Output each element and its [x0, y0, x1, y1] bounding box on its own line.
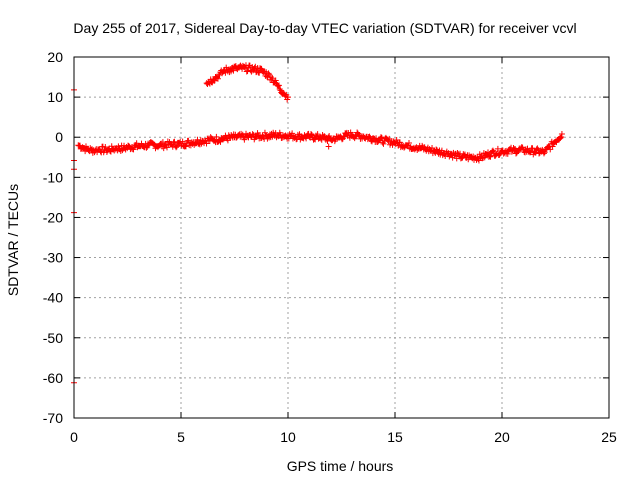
data-point-hump [265, 70, 272, 77]
y-tick-label: 10 [47, 89, 63, 105]
data-point-hump [275, 82, 282, 89]
data-point-main [558, 131, 565, 138]
data-point-main [97, 148, 104, 155]
y-tick-label: -40 [43, 290, 63, 306]
data-point-main [396, 139, 403, 146]
y-tick-label: -60 [43, 370, 63, 386]
data-point-main [308, 131, 315, 138]
x-tick-labels: 0 5 10 15 20 25 [70, 429, 617, 445]
data-point-main [504, 150, 511, 157]
data-point-main [108, 143, 115, 150]
y-tick-label: -30 [43, 250, 63, 266]
y-tick-labels: 20 10 0 -10 -20 -30 -40 -50 -60 -70 [43, 49, 63, 426]
y-tick-label: -50 [43, 330, 63, 346]
data-point-hump [272, 77, 279, 84]
data-point-main [378, 134, 385, 141]
x-tick-label: 0 [70, 429, 78, 445]
data-point-main [489, 147, 496, 154]
data-point-main [182, 143, 189, 150]
grid [74, 57, 609, 418]
data-point-hump [256, 69, 263, 76]
data-point-main [541, 149, 548, 156]
data-point-hump [214, 75, 221, 82]
x-tick-label: 10 [280, 429, 296, 445]
data-point-hump [285, 94, 291, 101]
data-point-main [487, 153, 494, 160]
plot-frame [73, 56, 610, 419]
data-point-main [557, 134, 564, 141]
x-tick-label: 5 [177, 429, 185, 445]
data-point-main [405, 140, 412, 147]
data-point-main [171, 138, 178, 145]
data-point-main [380, 140, 387, 147]
data-point-outlier [325, 143, 332, 150]
data-point-main [203, 140, 210, 147]
data-point-main [241, 136, 248, 143]
y-tick-label: -20 [43, 209, 63, 225]
data-point-main [558, 133, 565, 140]
x-axis-label: GPS time / hours [287, 458, 394, 474]
x-tick-label: 15 [387, 429, 403, 445]
y-tick-label: -70 [43, 410, 63, 426]
x-tick-label: 25 [601, 429, 617, 445]
data-point-main [494, 145, 501, 152]
y-tick-label: 20 [47, 49, 63, 65]
data-point-hump [282, 93, 289, 100]
chart-title: Day 255 of 2017, Sidereal Day-to-day VTE… [73, 20, 576, 36]
y-axis-label: SDTVAR / TECUs [5, 184, 21, 296]
data-point-main [179, 138, 186, 145]
data-point-main [194, 136, 201, 143]
y-tick-label: -10 [43, 169, 63, 185]
data-point-main [308, 131, 315, 138]
data-point-main [366, 133, 373, 140]
data-point-main [289, 130, 296, 137]
data-point-main [173, 144, 180, 151]
data-point-hump [244, 68, 251, 75]
data-point-hump [269, 75, 276, 82]
ticks [73, 56, 610, 419]
y-tick-label: 0 [55, 129, 63, 145]
data-point-main [540, 150, 547, 157]
data-point-main [303, 135, 310, 142]
data-point-hump [276, 86, 283, 93]
x-tick-label: 20 [494, 429, 510, 445]
data-point-hump [275, 82, 282, 89]
data-point-main [475, 157, 482, 164]
data-point-main [549, 143, 556, 150]
data-point-main [485, 149, 492, 156]
data-point-main [314, 131, 321, 138]
data-points [71, 62, 565, 386]
data-point-hump [230, 67, 237, 74]
data-point-main [102, 144, 109, 151]
data-point-main [173, 143, 180, 150]
data-point-main [534, 145, 541, 152]
data-point-main [496, 151, 503, 158]
data-point-main [249, 131, 256, 138]
data-point-main [213, 133, 220, 140]
